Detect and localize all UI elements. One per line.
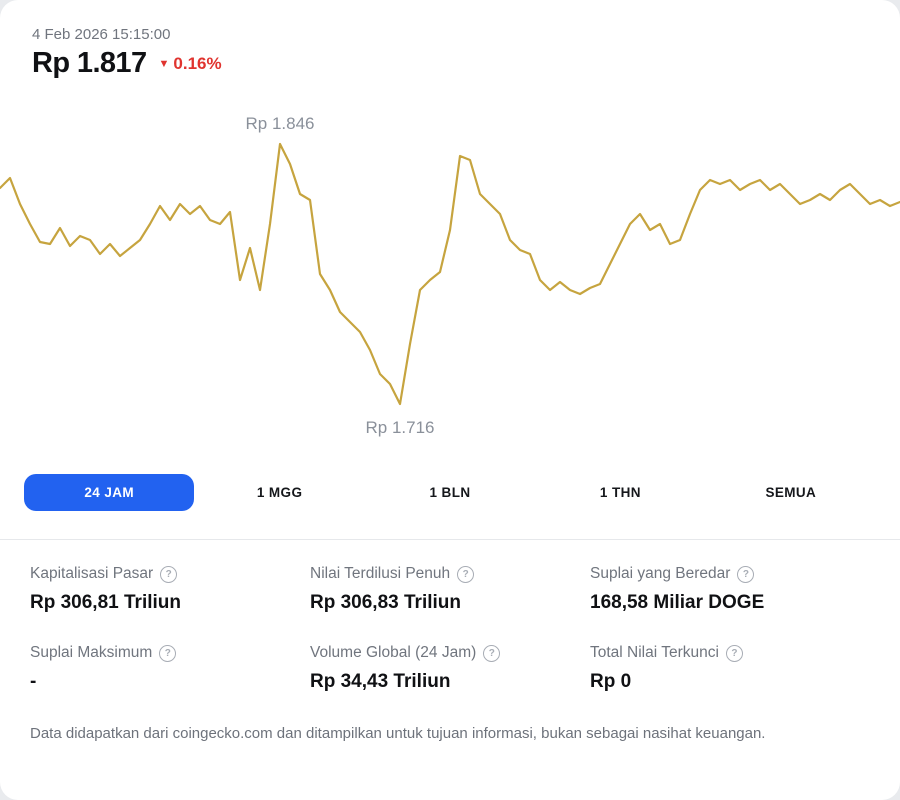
stat-label: Nilai Terdilusi Penuh — [310, 565, 451, 582]
stat-label: Kapitalisasi Pasar — [30, 565, 154, 582]
tab-24-jam[interactable]: 24 JAM — [24, 474, 195, 511]
help-icon[interactable]: ? — [725, 644, 743, 662]
disclaimer-text: Data didapatkan dari coingecko.com dan d… — [30, 725, 766, 742]
time-range-tabs: 24 JAM 1 MGG 1 BLN 1 THN SEMUA — [24, 474, 876, 511]
help-icon[interactable]: ? — [483, 644, 501, 662]
stat-max-supply: Suplai Maksimum ? - — [30, 644, 310, 693]
header: 4 Feb 2026 15:15:00 Rp 1.817 ▼ 0.16% — [0, 0, 900, 80]
price-change-badge: ▼ 0.16% — [159, 54, 222, 74]
stat-label: Suplai yang Beredar — [590, 565, 731, 582]
stat-value: Rp 34,43 Triliun — [310, 671, 451, 692]
stat-value: - — [30, 671, 37, 692]
last-updated-timestamp: 4 Feb 2026 15:15:00 — [32, 26, 171, 43]
stats-grid: Kapitalisasi Pasar ? Rp 306,81 Triliun N… — [0, 540, 900, 693]
stat-value: Rp 306,83 Triliun — [310, 592, 461, 613]
stat-label: Suplai Maksimum — [30, 644, 153, 661]
chart-high-label: Rp 1.846 — [245, 114, 315, 133]
stat-value: Rp 306,81 Triliun — [30, 592, 181, 613]
price-line — [0, 142, 900, 406]
tab-1-mgg[interactable]: 1 MGG — [194, 474, 364, 511]
stat-value: Rp 0 — [590, 671, 632, 692]
price-row: Rp 1.817 ▼ 0.16% — [32, 47, 868, 80]
price-chart-svg — [0, 142, 900, 406]
stat-total-value-locked: Total Nilai Terkunci ? Rp 0 — [590, 644, 870, 693]
help-icon[interactable]: ? — [737, 565, 755, 583]
tab-1-thn[interactable]: 1 THN — [535, 474, 705, 511]
help-icon[interactable]: ? — [457, 565, 475, 583]
stat-fully-diluted-valuation: Nilai Terdilusi Penuh ? Rp 306,83 Triliu… — [310, 565, 590, 614]
current-price: Rp 1.817 — [32, 47, 147, 79]
stat-global-volume: Volume Global (24 Jam) ? Rp 34,43 Triliu… — [310, 644, 590, 693]
stat-market-cap: Kapitalisasi Pasar ? Rp 306,81 Triliun — [30, 565, 310, 614]
stat-value: 168,58 Miliar DOGE — [590, 592, 765, 613]
divider — [0, 539, 900, 540]
triangle-down-icon: ▼ — [158, 58, 170, 70]
tab-semua[interactable]: SEMUA — [706, 474, 876, 511]
price-change-value: 0.16% — [173, 53, 222, 73]
stat-label: Volume Global (24 Jam) — [310, 644, 477, 661]
help-icon[interactable]: ? — [159, 644, 177, 662]
stat-label: Total Nilai Terkunci — [590, 644, 719, 661]
price-chart[interactable]: Rp 1.846 Rp 1.716 — [0, 104, 900, 464]
tab-1-bln[interactable]: 1 BLN — [365, 474, 535, 511]
chart-low-label: Rp 1.716 — [365, 418, 435, 437]
help-icon[interactable]: ? — [160, 565, 178, 583]
stat-circulating-supply: Suplai yang Beredar ? 168,58 Miliar DOGE — [590, 565, 870, 614]
